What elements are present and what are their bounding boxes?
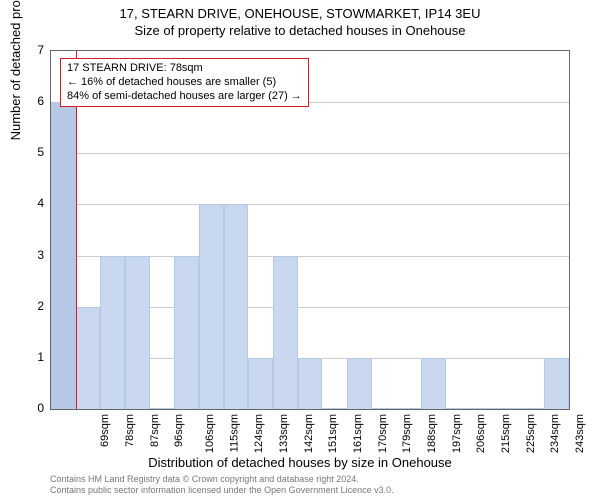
x-tick-label: 188sqm: [426, 414, 438, 453]
y-tick-label: 5: [36, 145, 44, 159]
gridline: [51, 153, 569, 154]
legend-line-3: 84% of semi-detached houses are larger (…: [67, 90, 302, 104]
histogram-bar: [51, 102, 76, 409]
y-tick-label: 1: [36, 350, 44, 364]
x-tick-label: 115sqm: [228, 414, 240, 452]
chart-container: 17, STEARN DRIVE, ONEHOUSE, STOWMARKET, …: [0, 0, 600, 500]
histogram-bar: [421, 358, 446, 409]
legend-line-2: ← 16% of detached houses are smaller (5): [67, 76, 302, 90]
histogram-bar: [248, 358, 273, 409]
histogram-bar: [224, 204, 249, 409]
histogram-bar: [125, 256, 150, 409]
histogram-bar: [470, 408, 495, 409]
footer-line-1: Contains HM Land Registry data © Crown c…: [50, 474, 394, 485]
y-tick-label: 7: [36, 43, 44, 57]
x-tick-label: 225sqm: [525, 414, 537, 453]
x-tick-label: 243sqm: [574, 414, 586, 453]
x-tick-label: 151sqm: [327, 414, 339, 453]
x-tick-label: 206sqm: [475, 414, 487, 453]
histogram-bar: [322, 408, 347, 409]
x-tick-label: 133sqm: [278, 414, 290, 453]
histogram-bar: [347, 358, 372, 409]
x-tick-label: 215sqm: [500, 414, 512, 453]
y-tick-label: 0: [36, 401, 44, 415]
x-tick-label: 87sqm: [149, 414, 161, 447]
footer-line-2: Contains public sector information licen…: [50, 485, 394, 496]
chart-subtitle: Size of property relative to detached ho…: [0, 21, 600, 38]
histogram-bar: [150, 408, 175, 409]
x-axis-label: Distribution of detached houses by size …: [0, 455, 600, 470]
x-tick-label: 234sqm: [549, 414, 561, 453]
y-tick-label: 4: [36, 196, 44, 210]
gridline: [51, 204, 569, 205]
legend-line-1: 17 STEARN DRIVE: 78sqm: [67, 62, 302, 76]
histogram-bar: [199, 204, 224, 409]
histogram-bar: [396, 408, 421, 409]
histogram-bar: [273, 256, 298, 409]
chart-title: 17, STEARN DRIVE, ONEHOUSE, STOWMARKET, …: [0, 0, 600, 21]
x-tick-label: 142sqm: [303, 414, 315, 453]
x-tick-label: 69sqm: [99, 414, 111, 447]
histogram-bar: [174, 256, 199, 409]
histogram-bar: [100, 256, 125, 409]
histogram-bar: [520, 408, 545, 409]
histogram-bar: [495, 408, 520, 409]
x-tick-label: 96sqm: [173, 414, 185, 447]
x-tick-label: 78sqm: [124, 414, 136, 447]
x-tick-label: 161sqm: [352, 414, 364, 453]
histogram-bar: [372, 408, 397, 409]
histogram-bar: [298, 358, 323, 409]
x-tick-label: 197sqm: [451, 414, 463, 453]
y-axis-label: Number of detached properties: [8, 0, 23, 140]
footer-attribution: Contains HM Land Registry data © Crown c…: [50, 474, 394, 496]
x-tick-label: 179sqm: [401, 414, 413, 453]
y-tick-label: 3: [36, 248, 44, 262]
histogram-bar: [446, 408, 471, 409]
y-tick-label: 2: [36, 299, 44, 313]
reference-legend: 17 STEARN DRIVE: 78sqm ← 16% of detached…: [60, 58, 309, 107]
x-tick-label: 170sqm: [377, 414, 389, 453]
y-tick-label: 6: [36, 94, 44, 108]
x-tick-label: 124sqm: [253, 414, 265, 453]
histogram-bar: [76, 307, 101, 409]
x-tick-label: 106sqm: [204, 414, 216, 453]
histogram-bar: [544, 358, 569, 409]
